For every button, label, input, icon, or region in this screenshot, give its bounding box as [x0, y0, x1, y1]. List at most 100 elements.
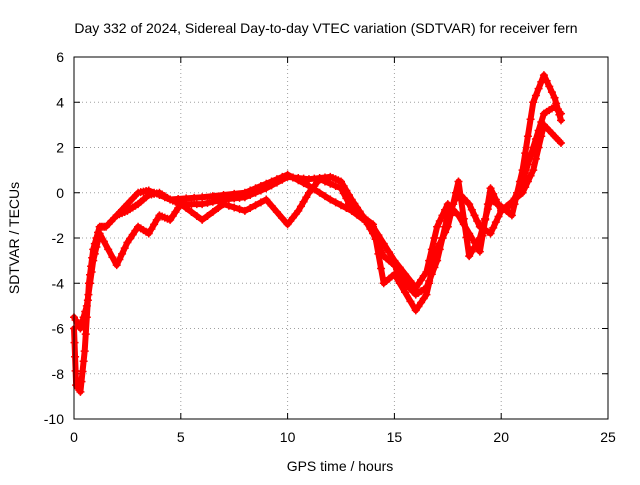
data-point [294, 176, 303, 185]
y-tick-label: -10 [44, 411, 64, 427]
data-point [486, 229, 495, 238]
data-point [539, 71, 548, 80]
data-point [160, 193, 169, 202]
data-point [118, 205, 127, 214]
data-point [182, 194, 191, 203]
data-point [203, 211, 212, 220]
chart-title: Day 332 of 2024, Sidereal Day-to-day VTE… [74, 20, 577, 36]
data-point [534, 143, 543, 152]
data-point [339, 189, 348, 198]
data-point [174, 194, 183, 203]
data-point [425, 256, 434, 265]
data-point [147, 224, 156, 233]
data-point [331, 181, 340, 190]
data-point [76, 387, 85, 396]
data-point [534, 84, 543, 93]
data-point [363, 218, 372, 227]
data-point [518, 188, 527, 197]
data-point [552, 99, 561, 108]
data-point [256, 198, 265, 207]
y-tick-label: -2 [52, 230, 65, 246]
data-point [299, 179, 308, 188]
x-tick-label: 5 [177, 429, 185, 445]
data-point [70, 338, 79, 347]
data-point [89, 256, 98, 265]
data-point [438, 234, 447, 242]
data-point [262, 195, 271, 204]
data-point [86, 279, 95, 288]
data-point [76, 324, 85, 333]
data-point [443, 222, 452, 231]
data-point [337, 201, 345, 210]
data-point [304, 181, 313, 190]
data-point [190, 193, 199, 202]
data-point [118, 249, 127, 258]
data-point [235, 205, 244, 214]
data-point [422, 267, 431, 276]
data-point [526, 151, 535, 160]
data-point [198, 193, 207, 202]
data-point [467, 205, 476, 214]
data-point [144, 186, 153, 195]
data-point [557, 138, 566, 147]
data-point [473, 217, 482, 226]
y-tick-label: -6 [52, 321, 65, 337]
data-point [486, 184, 495, 193]
data-point [457, 196, 466, 205]
data-point [251, 201, 260, 210]
data-point [299, 197, 308, 206]
data-point [523, 132, 532, 141]
data-point [84, 290, 93, 299]
data-point [531, 154, 540, 163]
data-point [531, 91, 540, 100]
data-point [78, 318, 87, 327]
data-point [294, 206, 303, 215]
data-point [494, 212, 503, 221]
data-point [467, 247, 476, 256]
y-tick-label: -4 [52, 275, 65, 291]
data-point [246, 204, 255, 213]
data-point [425, 279, 434, 288]
data-point [441, 205, 450, 214]
data-point [92, 243, 101, 252]
data-point [478, 231, 487, 240]
data-point [395, 263, 404, 272]
data-point [272, 207, 281, 216]
data-point [278, 214, 287, 223]
data-point [278, 172, 287, 181]
data-point [401, 270, 410, 279]
data-point [557, 116, 566, 125]
data-point [296, 202, 305, 211]
data-point [369, 222, 378, 231]
data-point [526, 171, 535, 180]
data-point [198, 200, 207, 209]
data-point [79, 313, 88, 322]
data-point [320, 192, 329, 201]
series-trace [71, 103, 565, 395]
data-point [251, 184, 260, 193]
data-point [187, 207, 196, 216]
data-point [262, 179, 271, 188]
x-tick-label: 25 [600, 429, 616, 445]
data-point [465, 200, 474, 209]
data-point [240, 188, 249, 197]
data-point [81, 330, 90, 339]
data-point [192, 211, 201, 220]
data-point [374, 231, 383, 240]
data-point [523, 177, 532, 186]
data-point [521, 149, 530, 158]
data-point [385, 248, 394, 257]
data-point [435, 239, 444, 248]
data-point [166, 195, 175, 204]
data-point [152, 215, 161, 224]
data-point [267, 201, 276, 210]
data-point [553, 105, 562, 114]
data-point [427, 245, 436, 254]
data-point [99, 237, 108, 246]
data-point [374, 249, 383, 258]
data-point [483, 200, 492, 209]
x-tick-label: 15 [387, 429, 403, 445]
data-point [465, 229, 474, 238]
data-point [123, 200, 132, 209]
data-point [71, 352, 80, 361]
